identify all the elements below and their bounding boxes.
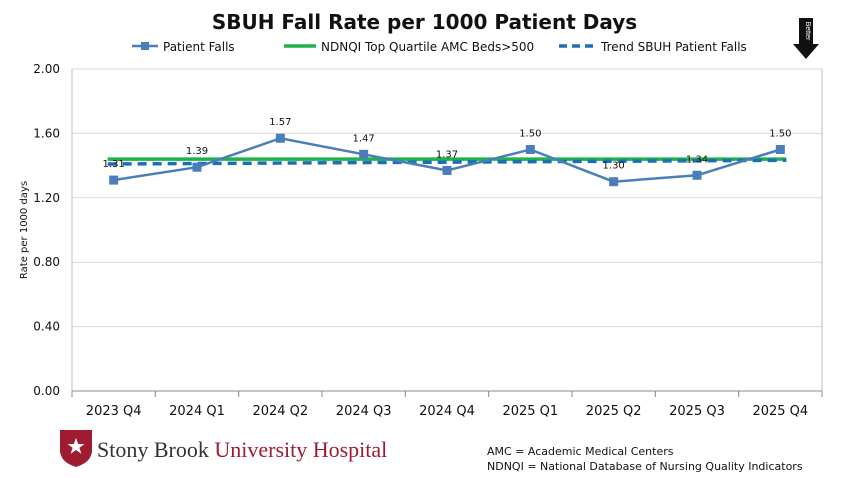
x-tick-label: 2025 Q1: [502, 404, 558, 419]
x-tick-label: 2024 Q3: [336, 404, 392, 419]
data-point-patient-falls: [109, 175, 119, 185]
data-label-patient-falls: 1.30: [603, 161, 625, 172]
y-tick-label: 0.00: [33, 384, 60, 398]
y-tick-label: 1.20: [33, 191, 60, 205]
data-label-patient-falls: 1.50: [519, 129, 541, 140]
y-tick-label: 0.40: [33, 320, 60, 334]
y-tick-label: 0.80: [33, 255, 60, 269]
data-label-patient-falls: 1.47: [353, 133, 375, 144]
data-point-patient-falls: [525, 145, 535, 154]
data-label-patient-falls: 1.37: [436, 149, 458, 160]
footnote-ndnqi: NDNQI = National Database of Nursing Qua…: [487, 460, 803, 473]
data-label-patient-falls: 1.50: [769, 129, 791, 140]
legend-marker-trend: [559, 44, 595, 48]
x-tick-label: 2023 Q4: [86, 404, 142, 419]
legend-marker-ndnqi: [284, 44, 316, 48]
data-label-patient-falls: 1.39: [186, 146, 208, 157]
data-point-patient-falls: [692, 170, 702, 180]
legend-label-patient-falls: Patient Falls: [163, 40, 235, 54]
stony-brook-logo-icon: [60, 430, 92, 467]
x-tick-label: 2025 Q4: [752, 404, 808, 419]
x-tick-label: 2024 Q1: [169, 404, 225, 419]
x-tick-label: 2025 Q2: [586, 404, 642, 419]
x-tick-label: 2025 Q3: [669, 404, 725, 419]
better-label: Better: [804, 22, 811, 41]
data-point-patient-falls: [609, 177, 619, 187]
legend-label-trend: Trend SBUH Patient Falls: [601, 40, 747, 54]
y-tick-label: 1.60: [33, 126, 60, 140]
x-tick-label: 2024 Q4: [419, 404, 475, 419]
logo-wordmark: Stony Brook University Hospital: [97, 437, 387, 463]
series-line-trend: [107, 158, 787, 166]
legend-marker-patient-falls: [132, 42, 158, 50]
data-label-patient-falls: 1.34: [686, 154, 708, 165]
logo-text-university-hospital: University Hospital: [214, 437, 388, 462]
y-tick-label: 2.00: [33, 62, 60, 76]
y-axis-title: Rate per 1000 days: [19, 181, 30, 279]
data-point-patient-falls: [359, 149, 369, 159]
data-point-patient-falls: [275, 133, 285, 143]
data-point-patient-falls: [192, 162, 202, 172]
logo-text-stony-brook: Stony Brook: [97, 437, 215, 462]
x-tick-label: 2024 Q2: [252, 404, 308, 419]
better-arrow-icon: Better: [793, 18, 819, 59]
data-point-patient-falls: [442, 165, 452, 175]
data-label-patient-falls: 1.31: [103, 159, 125, 170]
footnote-amc: AMC = Academic Medical Centers: [487, 445, 674, 458]
chart-title: SBUH Fall Rate per 1000 Patient Days: [211, 10, 638, 34]
footnotes: AMC = Academic Medical Centers NDNQI = N…: [487, 444, 803, 474]
data-label-patient-falls: 1.57: [269, 117, 291, 128]
data-point-patient-falls: [775, 145, 785, 154]
legend-label-ndnqi: NDNQI Top Quartile AMC Beds>500: [321, 40, 535, 54]
